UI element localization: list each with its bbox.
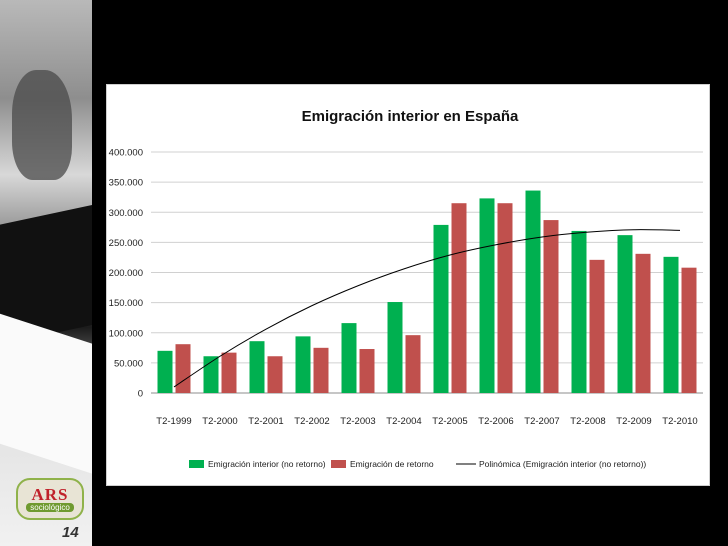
slide-number: 14 <box>62 524 79 541</box>
bar <box>341 323 357 393</box>
legend-label: Emigración de retorno <box>350 459 434 469</box>
photo-figure <box>12 70 72 180</box>
bar <box>359 349 375 393</box>
trendline-layer <box>173 229 681 388</box>
y-tick-label: 400.000 <box>109 148 143 159</box>
bar <box>433 224 449 393</box>
bar <box>175 344 191 393</box>
x-tick-label: T2-2001 <box>248 416 283 427</box>
x-tick-label: T2-2000 <box>202 416 237 427</box>
y-axis-ticks: 0 50.000 100.000 150.000 200.000 250.000 300.0… <box>109 148 143 400</box>
bar <box>405 335 421 393</box>
y-tick-label: 300.000 <box>109 208 143 219</box>
x-axis-ticks: T2-1999 T2-2000 T2-2001 T2-2002 T2-2003 T2-20… <box>156 416 697 427</box>
bar <box>571 230 587 393</box>
legend-swatch <box>331 460 346 468</box>
trendline <box>173 229 681 388</box>
y-tick-label: 50.000 <box>114 358 143 369</box>
bar <box>479 198 495 393</box>
legend: Emigración interior (no retorno) Emigraci… <box>189 459 646 469</box>
bar <box>221 352 237 393</box>
x-tick-label: T2-2003 <box>340 416 375 427</box>
y-tick-label: 0 <box>138 389 143 400</box>
y-tick-label: 200.000 <box>109 268 143 279</box>
x-tick-label: T2-2005 <box>432 416 467 427</box>
x-tick-label: T2-2006 <box>478 416 513 427</box>
chart-title: Emigración interior en España <box>302 108 519 125</box>
x-tick-label: T2-2008 <box>570 416 605 427</box>
bar <box>203 356 219 393</box>
side-photo <box>0 0 92 546</box>
legend-label: Polinómica (Emigración interior (no reto… <box>479 459 646 469</box>
bar <box>663 256 679 393</box>
ars-logo: ARS sociológico <box>16 478 84 520</box>
legend-label: Emigración interior (no retorno) <box>208 459 326 469</box>
bar <box>249 341 265 393</box>
bar <box>451 203 467 393</box>
bar <box>635 253 651 393</box>
x-tick-label: T2-2010 <box>662 416 697 427</box>
bar <box>525 190 541 393</box>
bar <box>681 267 697 393</box>
photo-highlight <box>0 313 92 477</box>
y-tick-label: 100.000 <box>109 328 143 339</box>
y-tick-label: 150.000 <box>109 298 143 309</box>
x-tick-label: T2-2007 <box>524 416 559 427</box>
bar <box>267 356 283 393</box>
bar <box>589 259 605 393</box>
x-tick-label: T2-1999 <box>156 416 191 427</box>
bar <box>157 350 173 393</box>
y-tick-label: 350.000 <box>109 178 143 189</box>
bar <box>387 302 403 393</box>
chart-panel: Emigración interior en España 0 50.000 100… <box>106 84 710 486</box>
logo-sub-text: sociológico <box>26 503 74 512</box>
bar <box>313 347 329 393</box>
bar <box>543 220 559 393</box>
bar <box>617 235 633 393</box>
gridlines <box>151 151 703 394</box>
bars <box>157 190 697 393</box>
logo-main-text: ARS <box>31 485 69 504</box>
bar-chart: Emigración interior en España 0 50.000 100… <box>109 108 703 469</box>
legend-swatch <box>189 460 204 468</box>
x-tick-label: T2-2009 <box>616 416 651 427</box>
bar <box>497 203 513 393</box>
x-tick-label: T2-2002 <box>294 416 329 427</box>
x-tick-label: T2-2004 <box>386 416 421 427</box>
bar <box>295 336 311 393</box>
y-tick-label: 250.000 <box>109 238 143 249</box>
